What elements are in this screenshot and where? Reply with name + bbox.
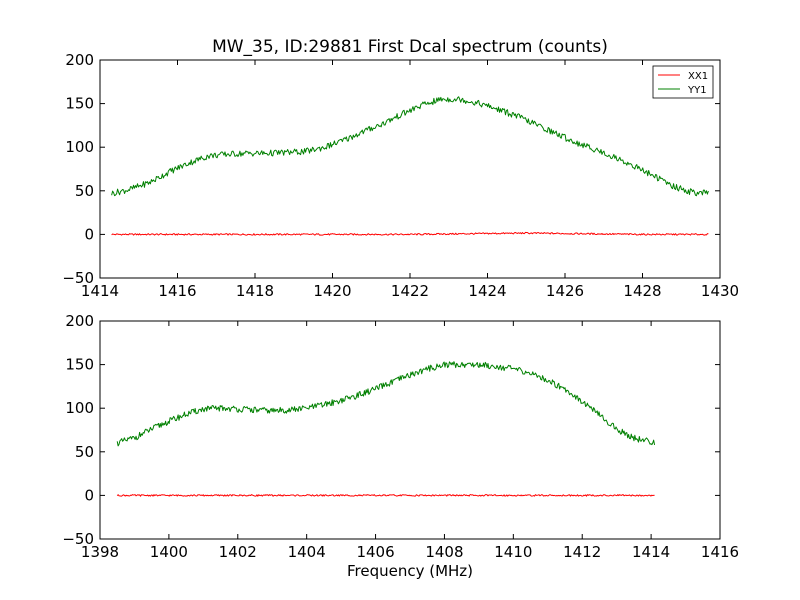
series-line-xx1 xyxy=(111,231,709,236)
x-tick-label: 1428 xyxy=(623,282,661,300)
x-tick-label: 1426 xyxy=(546,282,584,300)
y-tick-label: 0 xyxy=(84,225,94,243)
top-panel: −50 0 50 100 150 200 1414 1416 1418 1420 1422 1424… xyxy=(62,51,739,300)
x-tick-label: 1398 xyxy=(81,543,119,561)
bottom-y-tick-labels: −50 0 50 100 150 200 xyxy=(62,312,94,548)
x-tick-label: 1420 xyxy=(313,282,351,300)
y-tick-label: 100 xyxy=(65,399,94,417)
y-tick-label: 50 xyxy=(75,182,94,200)
x-tick-label: 1416 xyxy=(158,282,196,300)
y-tick-label: 150 xyxy=(65,356,94,374)
top-y-tick-labels: −50 0 50 100 150 200 xyxy=(62,51,94,287)
bottom-plot-frame xyxy=(99,320,721,540)
y-tick-label: 200 xyxy=(65,51,94,69)
y-tick-label: −50 xyxy=(62,269,94,287)
bottom-x-tick-labels: 1398 1400 1402 1404 1406 1408 1410 1412 1414 1416 xyxy=(81,543,739,561)
y-tick-label: −50 xyxy=(62,530,94,548)
top-plot-frame xyxy=(99,59,721,279)
x-tick-label: 1406 xyxy=(356,543,394,561)
x-tick-label: 1416 xyxy=(701,543,739,561)
series-line-yy1 xyxy=(111,96,709,197)
x-tick-label: 1402 xyxy=(219,543,257,561)
x-tick-label: 1410 xyxy=(494,543,532,561)
x-tick-label: 1414 xyxy=(81,282,119,300)
series-line-yy1 xyxy=(116,361,656,447)
legend: XX1 YY1 xyxy=(652,65,714,99)
x-tick-label: 1424 xyxy=(468,282,506,300)
y-tick-label: 200 xyxy=(65,312,94,330)
x-tick-label: 1414 xyxy=(632,543,670,561)
x-tick-label: 1408 xyxy=(425,543,463,561)
x-tick-label: 1418 xyxy=(236,282,274,300)
x-tick-label: 1404 xyxy=(288,543,326,561)
x-axis-label: Frequency (MHz) xyxy=(347,562,473,580)
top-series-layer xyxy=(111,96,709,236)
x-tick-label: 1430 xyxy=(701,282,739,300)
chart-title: MW_35, ID:29881 First Dcal spectrum (cou… xyxy=(212,37,608,57)
bottom-series-layer xyxy=(116,361,656,497)
bottom-panel: −50 0 50 100 150 200 1398 1400 1402 1404 1406 1408… xyxy=(62,312,739,561)
x-tick-label: 1400 xyxy=(150,543,188,561)
y-tick-label: 100 xyxy=(65,138,94,156)
y-tick-label: 50 xyxy=(75,443,94,461)
legend-label-yy1: YY1 xyxy=(687,85,707,96)
legend-box xyxy=(652,65,714,99)
y-tick-label: 0 xyxy=(84,486,94,504)
legend-label-xx1: XX1 xyxy=(688,71,708,82)
top-x-tick-labels: 1414 1416 1418 1420 1422 1424 1426 1428 1430 xyxy=(81,282,739,300)
x-tick-label: 1422 xyxy=(391,282,429,300)
x-tick-label: 1412 xyxy=(563,543,601,561)
y-tick-label: 150 xyxy=(65,95,94,113)
series-line-xx1 xyxy=(116,494,655,497)
